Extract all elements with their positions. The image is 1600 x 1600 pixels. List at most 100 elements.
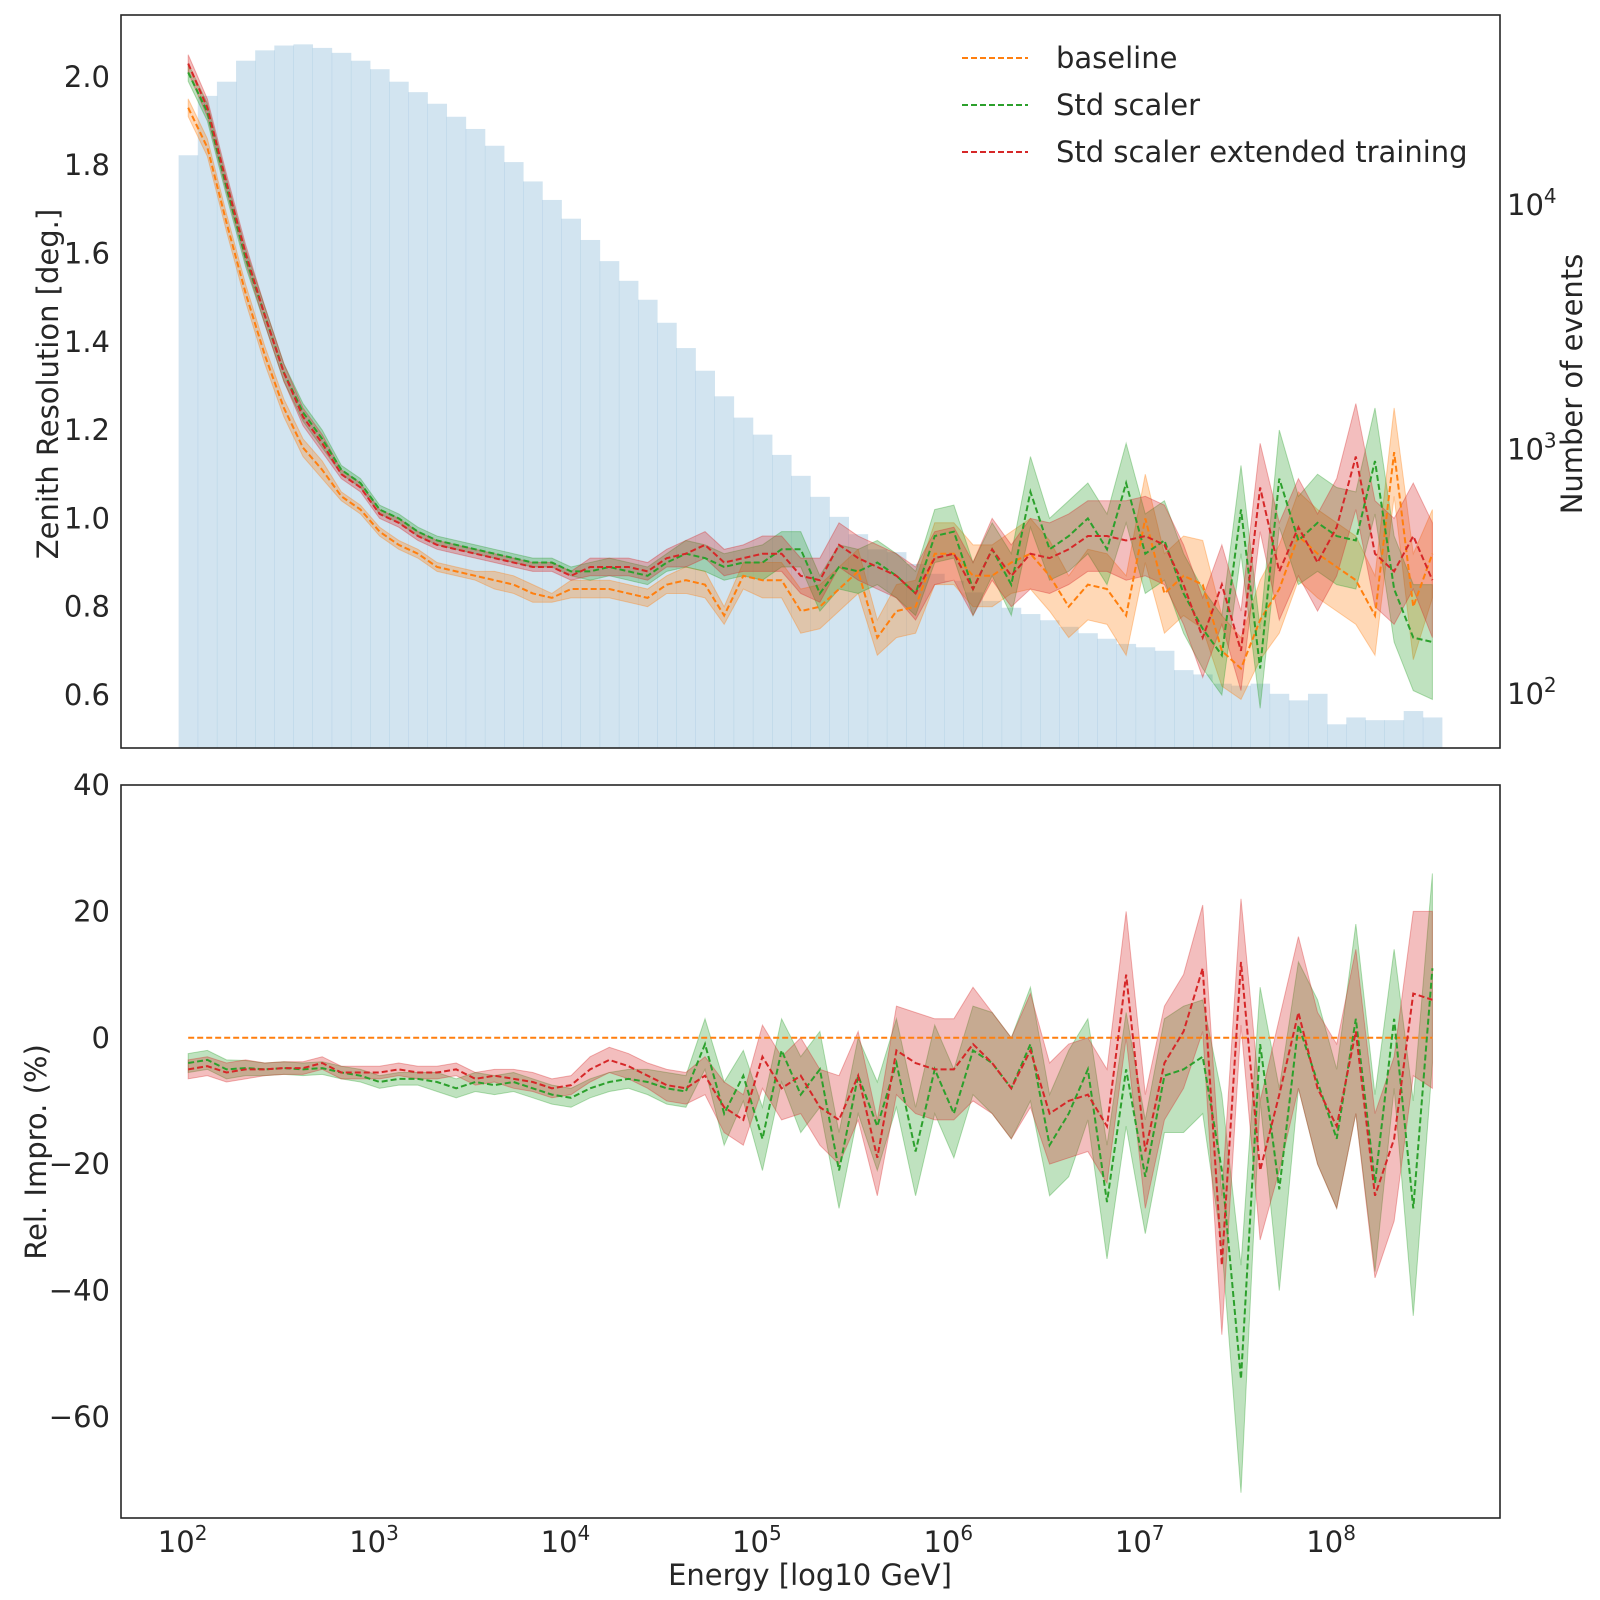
x-tick-label: 108 xyxy=(1306,1521,1356,1559)
histogram-bar xyxy=(1288,700,1309,748)
histogram-bar xyxy=(695,370,715,748)
histogram-bar xyxy=(618,280,639,748)
histogram-bar xyxy=(427,103,448,749)
histogram-bar xyxy=(1059,626,1079,748)
histogram-bar xyxy=(829,516,849,748)
histogram-bar xyxy=(1269,693,1290,748)
legend-label: baseline xyxy=(1056,41,1177,75)
right-y-tick-label: 102 xyxy=(1507,673,1557,711)
x-axis-label: Energy [log10 GeV] xyxy=(668,1558,952,1592)
y-tick-label: 0.6 xyxy=(64,678,110,712)
y-tick-label: −40 xyxy=(49,1274,110,1308)
histogram-bar xyxy=(1403,711,1424,748)
histogram-bar xyxy=(370,69,390,748)
bottom-plot-frame xyxy=(120,784,1501,1519)
histogram-bar xyxy=(772,454,792,748)
histogram-bar xyxy=(1097,638,1117,748)
histogram-bar xyxy=(1040,620,1060,748)
y-tick-label: 40 xyxy=(73,768,110,802)
histogram-bar xyxy=(791,475,811,748)
histogram-bar xyxy=(331,52,352,749)
histogram-bar xyxy=(906,563,926,748)
histogram-bar xyxy=(925,573,945,748)
bottom-error-bands xyxy=(187,873,1433,1493)
x-tick-label: 106 xyxy=(923,1521,973,1559)
histogram-bar xyxy=(236,60,256,748)
histogram-bar xyxy=(1365,720,1385,748)
bottom-panel: −60 −40 −20 0 20 40 102 103 104 105 106 107 108 Rel… xyxy=(19,768,1501,1592)
top-band-baseline xyxy=(187,98,1433,701)
histogram-bar xyxy=(542,199,562,748)
histogram-bar xyxy=(886,552,907,748)
bottom-series-lines xyxy=(188,961,1434,1380)
top-plot-frame xyxy=(120,14,1501,749)
histogram-bar xyxy=(580,239,601,749)
bottom-band-std-scaler-extended-training xyxy=(187,898,1433,1335)
y-tick-label: 1.6 xyxy=(64,236,110,270)
bottom-band-std-scaler xyxy=(187,873,1433,1493)
bottom-y-tick-labels: −60 −40 −20 0 20 40 xyxy=(49,768,110,1434)
y-tick-label: −60 xyxy=(49,1400,110,1434)
x-tick-label: 102 xyxy=(158,1521,208,1559)
histogram-bar xyxy=(446,116,467,748)
histogram-bar xyxy=(216,81,237,748)
histogram-bar xyxy=(752,434,773,748)
histogram-bar xyxy=(733,417,754,748)
x-tick-label: 107 xyxy=(1115,1521,1165,1559)
legend-label: Std scaler extended training xyxy=(1056,135,1468,169)
histogram-bar xyxy=(1327,724,1347,748)
histogram-bar xyxy=(255,50,275,749)
histogram-bar xyxy=(350,60,371,748)
histogram-bar xyxy=(599,261,620,748)
histogram-bar xyxy=(1135,647,1156,748)
top-line-std-scaler-extended-training xyxy=(187,63,1434,652)
histogram-bar xyxy=(676,348,696,748)
top-line-std-scaler xyxy=(187,71,1433,669)
histogram-bar xyxy=(312,47,333,749)
y-tick-label: 0 xyxy=(92,1021,110,1055)
right-y-tick-label: 103 xyxy=(1507,428,1557,466)
y-tick-label: 0.8 xyxy=(64,590,110,624)
top-error-bands xyxy=(187,54,1433,709)
histogram-bar xyxy=(1212,683,1232,748)
x-tick-label: 105 xyxy=(732,1521,782,1559)
top-band-std-scaler-extended-training xyxy=(187,54,1433,691)
x-tick-label: 104 xyxy=(541,1521,591,1559)
y-tick-label: 1.2 xyxy=(64,413,110,447)
x-tick-labels: 102 103 104 105 106 107 108 xyxy=(158,1521,1356,1559)
legend-label: Std scaler xyxy=(1056,88,1200,122)
histogram-bar xyxy=(1346,717,1366,748)
histogram-bar xyxy=(504,162,524,749)
histogram-bar xyxy=(1422,717,1443,748)
histogram-bar xyxy=(867,549,888,748)
histogram-bar xyxy=(657,322,677,748)
y-tick-label: 2.0 xyxy=(64,60,110,94)
histogram-bar xyxy=(1116,643,1137,748)
histogram-bar xyxy=(293,44,314,749)
legend: baseline Std scaler Std scaler extended tr… xyxy=(962,41,1468,169)
histogram-bar xyxy=(1174,670,1194,748)
y-tick-label: 1.4 xyxy=(64,325,110,359)
histogram-bar xyxy=(1250,683,1271,748)
histogram-bar xyxy=(484,145,505,748)
histogram-bar xyxy=(1001,607,1022,748)
histogram-bar xyxy=(1384,720,1405,748)
histogram-bar xyxy=(982,600,1003,748)
histogram-bar xyxy=(638,299,658,748)
histogram-bar xyxy=(1078,633,1098,748)
histogram-bar xyxy=(561,218,581,748)
x-tick-label: 103 xyxy=(349,1521,399,1559)
top-line-baseline xyxy=(187,107,1434,671)
histogram-bar xyxy=(465,128,486,748)
top-series-lines xyxy=(187,63,1434,671)
y-tick-label: −20 xyxy=(49,1147,110,1181)
histogram-bar xyxy=(810,496,830,748)
histogram-bar xyxy=(963,592,983,748)
histogram-bar xyxy=(274,45,294,748)
histogram-bar xyxy=(1020,614,1041,748)
histogram-bar xyxy=(523,181,543,748)
top-band-std-scaler xyxy=(187,63,1433,709)
bottom-line-std-scaler-extended-training xyxy=(188,961,1433,1266)
histogram-bar xyxy=(1231,685,1251,748)
